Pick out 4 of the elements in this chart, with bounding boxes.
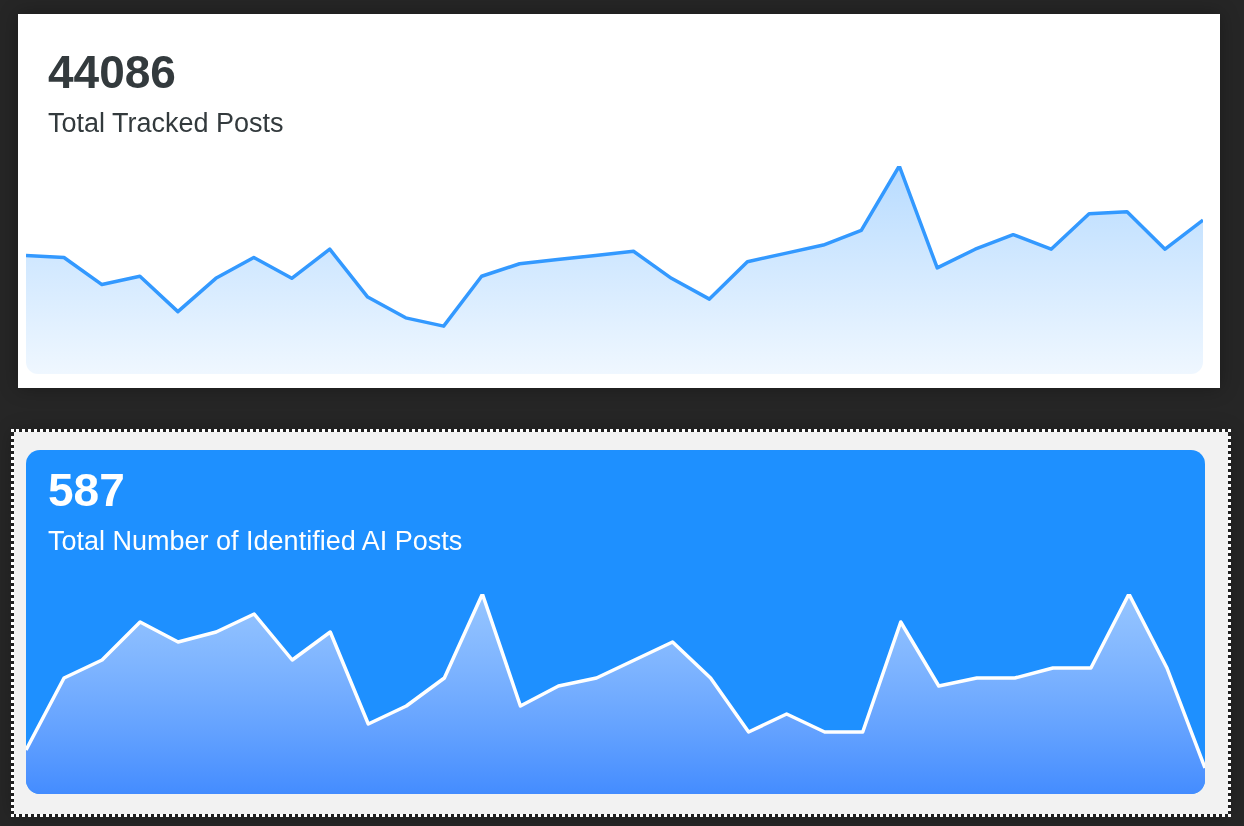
chart-subtitle: Total Number of Identified AI Posts	[48, 525, 463, 558]
chart-title: 44086	[48, 45, 176, 100]
chart-title: 587	[48, 463, 125, 518]
chart-subtitle: Total Tracked Posts	[48, 107, 284, 140]
